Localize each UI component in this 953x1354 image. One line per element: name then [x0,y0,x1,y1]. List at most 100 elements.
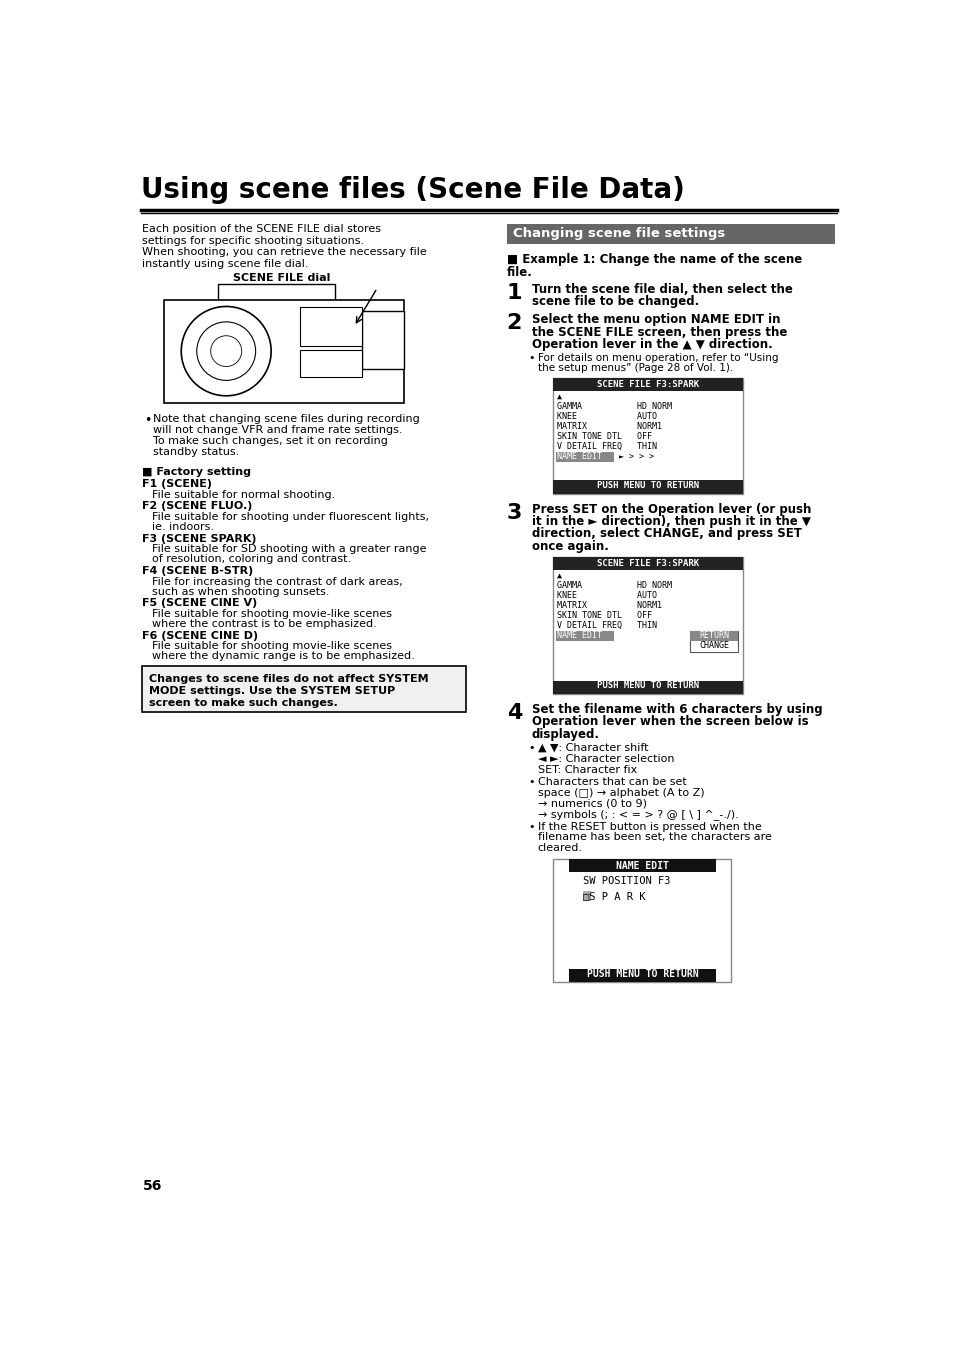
Text: MATRIX          NORM1: MATRIX NORM1 [557,601,661,609]
Bar [299,307,361,345]
Text: File for increasing the contrast of dark areas,: File for increasing the contrast of dark… [152,577,402,586]
Text: Set the filename with 6 characters by using: Set the filename with 6 characters by us… [531,703,821,716]
Text: space (□) → alphabet (A to Z): space (□) → alphabet (A to Z) [537,788,703,798]
Text: F3 (SCENE SPARK): F3 (SCENE SPARK) [142,533,256,543]
Text: File suitable for normal shooting.: File suitable for normal shooting. [152,490,335,500]
Text: ■ Factory setting: ■ Factory setting [142,467,252,477]
Bar [553,378,742,391]
Bar [555,452,613,462]
Text: If the RESET button is pressed when the: If the RESET button is pressed when the [537,822,760,831]
Text: 1: 1 [506,283,521,302]
Text: where the dynamic range is to be emphasized.: where the dynamic range is to be emphasi… [152,651,415,662]
Text: cleared.: cleared. [537,844,582,853]
Text: GAMMA           HD NORM: GAMMA HD NORM [557,581,672,589]
Text: SKIN TONE DTL   OFF: SKIN TONE DTL OFF [557,611,652,620]
Text: Select the menu option NAME EDIT in: Select the menu option NAME EDIT in [531,313,780,326]
Text: once again.: once again. [531,540,608,552]
Text: F4 (SCENE B-STR): F4 (SCENE B-STR) [142,566,253,575]
Bar [506,223,835,244]
Text: MATRIX          NORM1: MATRIX NORM1 [557,422,661,431]
Text: Characters that can be set: Characters that can be set [537,777,686,787]
Bar [553,556,742,570]
Text: For details on menu operation, refer to “Using: For details on menu operation, refer to … [537,353,778,363]
Text: •: • [144,414,152,428]
Text: MODE settings. Use the SYSTEM SETUP: MODE settings. Use the SYSTEM SETUP [149,686,395,696]
Text: of resolution, coloring and contrast.: of resolution, coloring and contrast. [152,554,351,565]
Text: 3: 3 [506,502,521,523]
Text: 4: 4 [506,703,521,723]
Text: NAME EDIT: NAME EDIT [557,631,601,639]
Text: displayed.: displayed. [531,727,598,741]
Bar [361,311,404,368]
Text: SW POSITION F3: SW POSITION F3 [582,876,670,886]
Text: ◄ ►: Character selection: ◄ ►: Character selection [537,754,674,764]
Bar [553,378,742,494]
Text: •: • [528,743,535,753]
Text: direction, select CHANGE, and press SET: direction, select CHANGE, and press SET [531,528,801,540]
Bar [582,891,591,900]
Text: such as when shooting sunsets.: such as when shooting sunsets. [152,586,329,597]
Text: □S P A R K: □S P A R K [582,891,644,900]
Text: CHANGE: CHANGE [699,642,729,650]
Text: NAME EDIT: NAME EDIT [616,861,668,871]
Text: GAMMA           HD NORM: GAMMA HD NORM [557,402,672,412]
Text: PUSH MENU TO RETURN: PUSH MENU TO RETURN [586,969,698,979]
Bar [142,666,466,712]
Text: ▲ ▼: Character shift: ▲ ▼: Character shift [537,743,648,753]
Text: Changing scene file settings: Changing scene file settings [513,227,724,240]
Text: PUSH MENU TO RETURN: PUSH MENU TO RETURN [597,481,699,490]
Text: the setup menus” (Page 28 of Vol. 1).: the setup menus” (Page 28 of Vol. 1). [537,363,732,374]
Text: RETURN: RETURN [699,631,729,640]
Text: standby status.: standby status. [153,447,239,456]
Text: F2 (SCENE FLUO.): F2 (SCENE FLUO.) [142,501,253,512]
Text: → numerics (0 to 9): → numerics (0 to 9) [537,799,646,808]
Text: ie. indoors.: ie. indoors. [152,523,213,532]
Text: SCENE FILE F3:SPARK: SCENE FILE F3:SPARK [597,559,699,569]
Bar [553,481,742,494]
Text: → symbols (; : < = > ? @ [ \ ] ^_-./).: → symbols (; : < = > ? @ [ \ ] ^_-./). [537,810,738,821]
Bar [218,284,335,309]
Text: SCENE FILE F3:SPARK: SCENE FILE F3:SPARK [597,380,699,390]
Text: KNEE            AUTO: KNEE AUTO [557,590,657,600]
Text: ▲: ▲ [557,570,561,580]
Text: F5 (SCENE CINE V): F5 (SCENE CINE V) [142,598,257,608]
Text: File suitable for shooting movie-like scenes: File suitable for shooting movie-like sc… [152,609,392,619]
Text: 56: 56 [142,1179,162,1193]
Text: Using scene files (Scene File Data): Using scene files (Scene File Data) [141,176,684,204]
Text: settings for specific shooting situations.: settings for specific shooting situation… [142,236,364,245]
Text: screen to make such changes.: screen to make such changes. [149,699,337,708]
Bar [164,299,404,403]
Text: where the contrast is to be emphasized.: where the contrast is to be emphasized. [152,619,376,630]
Text: •: • [528,353,535,363]
Text: will not change VFR and frame rate settings.: will not change VFR and frame rate setti… [153,425,402,435]
Text: Each position of the SCENE FILE dial stores: Each position of the SCENE FILE dial sto… [142,223,381,234]
Bar [553,858,731,982]
Bar [690,631,738,653]
Text: File suitable for SD shooting with a greater range: File suitable for SD shooting with a gre… [152,544,426,554]
Text: filename has been set, the characters are: filename has been set, the characters ar… [537,833,771,842]
Text: •: • [528,777,535,787]
Text: file.: file. [506,265,532,279]
Bar [553,681,742,693]
Bar [553,556,742,693]
Text: Changes to scene files do not affect SYSTEM: Changes to scene files do not affect SYS… [149,674,428,684]
Bar [690,631,738,640]
Text: Note that changing scene files during recording: Note that changing scene files during re… [153,414,419,424]
Text: scene file to be changed.: scene file to be changed. [531,295,698,307]
Text: ■ Example 1: Change the name of the scene: ■ Example 1: Change the name of the scen… [506,253,801,267]
Text: 2: 2 [506,313,521,333]
Text: KNEE            AUTO: KNEE AUTO [557,412,657,421]
Text: ► > > >: ► > > > [618,452,654,460]
Text: PUSH MENU TO RETURN: PUSH MENU TO RETURN [597,681,699,691]
Text: F1 (SCENE): F1 (SCENE) [142,479,213,489]
Text: V DETAIL FREQ   THIN: V DETAIL FREQ THIN [557,441,657,451]
Text: V DETAIL FREQ   THIN: V DETAIL FREQ THIN [557,620,657,630]
Bar [299,349,361,376]
Text: Operation lever in the ▲ ▼ direction.: Operation lever in the ▲ ▼ direction. [531,338,772,351]
Text: SCENE FILE dial: SCENE FILE dial [233,274,331,283]
Text: NAME EDIT: NAME EDIT [557,452,601,460]
Text: File suitable for shooting movie-like scenes: File suitable for shooting movie-like sc… [152,642,392,651]
Text: Press SET on the Operation lever (or push: Press SET on the Operation lever (or pus… [531,502,810,516]
Bar [555,631,613,640]
Text: the SCENE FILE screen, then press the: the SCENE FILE screen, then press the [531,326,786,338]
